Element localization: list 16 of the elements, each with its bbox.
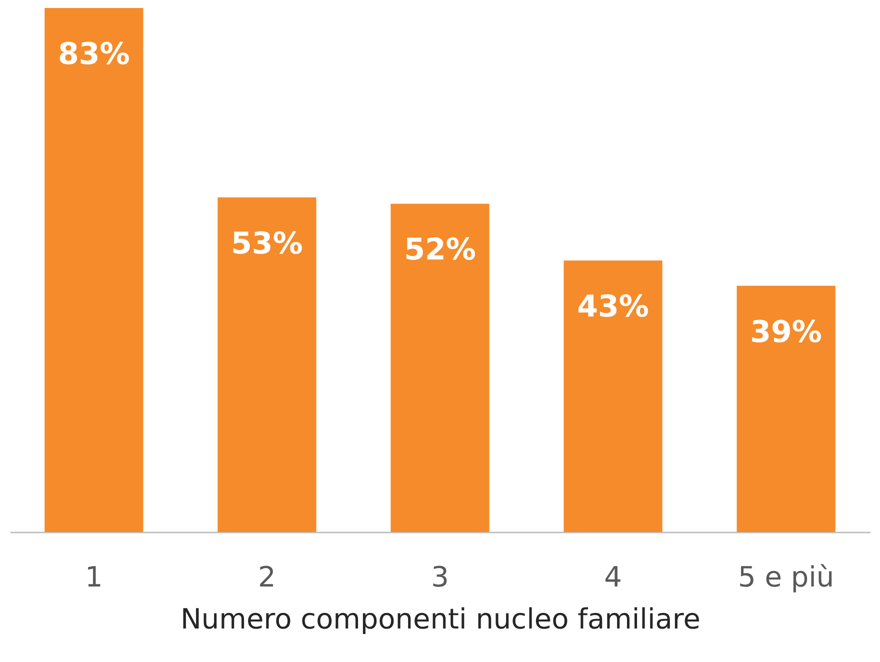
bar (218, 197, 316, 532)
data-label: 52% (404, 232, 476, 268)
data-label: 43% (577, 290, 649, 325)
data-label: 53% (231, 226, 303, 262)
bar (564, 260, 662, 532)
data-label: 83% (58, 37, 130, 72)
x-tick-label: 5 e più (738, 560, 834, 594)
x-tick-label: 2 (258, 560, 276, 594)
x-tick-label: 1 (85, 560, 103, 594)
bar (44, 8, 144, 532)
bar (390, 204, 490, 532)
data-label: 39% (750, 314, 822, 350)
x-axis-title: Numero componenti nucleo familiare (180, 602, 701, 636)
x-tick-label: 4 (604, 560, 622, 594)
x-tick-label: 3 (431, 560, 449, 594)
bar (736, 286, 836, 532)
